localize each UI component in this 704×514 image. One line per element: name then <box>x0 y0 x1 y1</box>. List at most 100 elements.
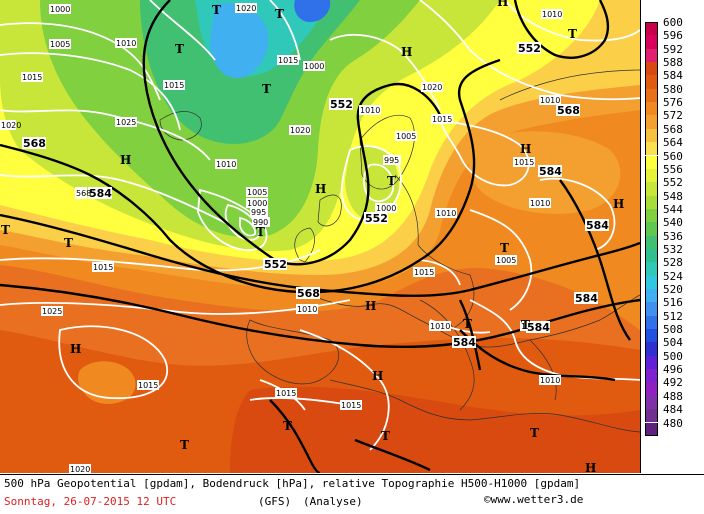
svg-text:995: 995 <box>384 156 399 165</box>
scale-swatch <box>645 409 658 423</box>
scale-value: 484 <box>663 403 683 417</box>
isobar-label: 1010 <box>215 159 237 169</box>
geopotential-label: 584 <box>88 187 112 200</box>
isobar-label: 995 <box>383 155 401 165</box>
scale-row: 488 <box>641 390 704 410</box>
scale-value: 564 <box>663 136 683 150</box>
isobar-label: 1010 <box>115 38 137 48</box>
scale-row: 532 <box>641 243 704 263</box>
high-center: H <box>315 182 326 196</box>
isobar-label: 1025 <box>115 117 137 127</box>
scale-swatch <box>645 75 658 89</box>
scale-swatch <box>645 235 658 249</box>
svg-text:568: 568 <box>557 104 580 117</box>
scale-row: 556 <box>641 163 704 183</box>
scale-row: 568 <box>641 123 704 143</box>
isobar-label: 1010 <box>359 105 381 115</box>
svg-text:1020: 1020 <box>290 126 310 135</box>
svg-text:1020: 1020 <box>70 465 90 473</box>
isobar-label: 1015 <box>21 72 43 82</box>
scale-value: 576 <box>663 96 683 110</box>
weather-map: 1000 1005 1010 1015 1020 1025 1020 1015 … <box>0 0 641 473</box>
scale-swatch <box>645 329 658 343</box>
scale-value: 560 <box>663 149 683 163</box>
scale-value: 540 <box>663 216 683 230</box>
svg-text:1005: 1005 <box>247 188 267 197</box>
scale-swatch <box>645 248 658 263</box>
svg-text:1010: 1010 <box>216 160 236 169</box>
scale-swatch <box>645 115 658 129</box>
scale-value: 532 <box>663 242 683 256</box>
svg-text:1010: 1010 <box>540 96 560 105</box>
svg-text:995: 995 <box>251 208 266 217</box>
scale-row: 572 <box>641 109 704 129</box>
svg-text:1015: 1015 <box>22 73 42 82</box>
scale-swatch <box>645 222 658 236</box>
low-center: T <box>1 223 10 237</box>
high-center: H <box>120 153 131 167</box>
svg-text:990: 990 <box>253 218 268 227</box>
map-description: 500 hPa Geopotential [gpdam], Bodendruck… <box>4 477 581 490</box>
isobar-label: 1015 <box>137 380 159 390</box>
geopotential-label: 552 <box>329 98 353 111</box>
svg-text:1015: 1015 <box>278 56 298 65</box>
isobar-label: 1015 <box>277 55 299 65</box>
high-center: H <box>365 299 376 313</box>
scale-value: 580 <box>663 82 683 96</box>
geopotential-label: 568 <box>22 137 46 150</box>
isobar-label: 1005 <box>495 255 517 265</box>
svg-text:1010: 1010 <box>530 199 550 208</box>
geopotential-label: 568 <box>556 104 580 117</box>
svg-text:1005: 1005 <box>50 40 70 49</box>
scale-swatch <box>645 168 658 183</box>
map-date: Sonntag, 26-07-2015 12 UTC <box>4 495 177 508</box>
svg-text:1020: 1020 <box>236 4 256 13</box>
isobar-labels: 1000 1005 1010 1015 1020 1025 1020 1015 … <box>0 3 563 473</box>
scale-row: 552 <box>641 176 704 196</box>
high-center: H <box>372 369 383 383</box>
scale-row: 544 <box>641 203 704 223</box>
scale-swatch <box>645 22 658 36</box>
svg-text:1010: 1010 <box>360 106 380 115</box>
scale-value: 552 <box>663 176 683 190</box>
svg-text:1025: 1025 <box>116 118 136 127</box>
scale-swatch <box>645 88 658 103</box>
scale-row: 580 <box>641 83 704 103</box>
scale-swatch <box>645 302 658 316</box>
scale-row: 484 <box>641 403 704 423</box>
low-center: T <box>387 174 396 188</box>
svg-text:1015: 1015 <box>164 81 184 90</box>
svg-text:1015: 1015 <box>414 268 434 277</box>
svg-text:1000: 1000 <box>304 62 324 71</box>
scale-row: 548 <box>641 190 704 209</box>
geopotential-label: 584 <box>452 336 476 349</box>
isobar-label: 1020 <box>0 120 21 130</box>
svg-text:1015: 1015 <box>341 401 361 410</box>
svg-text:584: 584 <box>586 219 609 232</box>
svg-text:552: 552 <box>264 258 287 271</box>
scale-row: 588 <box>641 56 704 76</box>
svg-text:1010: 1010 <box>297 305 317 314</box>
high-center: H <box>401 45 412 59</box>
scale-value: 548 <box>663 189 683 203</box>
scale-swatch <box>645 355 658 370</box>
scale-value: 600 <box>663 16 683 29</box>
isobar-label: 1010 <box>429 321 451 331</box>
svg-text:1020: 1020 <box>1 121 21 130</box>
svg-text:584: 584 <box>539 165 562 178</box>
svg-text:1005: 1005 <box>396 132 416 141</box>
geopotential-label: 552 <box>263 258 287 271</box>
svg-text:1000: 1000 <box>50 5 70 14</box>
low-center: T <box>212 3 221 17</box>
svg-text:584: 584 <box>527 321 550 334</box>
low-center: T <box>262 82 271 96</box>
low-center: T <box>500 241 509 255</box>
svg-text:1015: 1015 <box>93 263 113 272</box>
scale-row: 576 <box>641 96 704 116</box>
scale-swatch <box>645 142 658 156</box>
low-center: T <box>530 426 539 440</box>
isobar-label: 1000 <box>49 4 71 14</box>
isobar-label: 1015 <box>340 400 362 410</box>
scale-swatch <box>645 48 658 63</box>
svg-text:552: 552 <box>365 212 388 225</box>
